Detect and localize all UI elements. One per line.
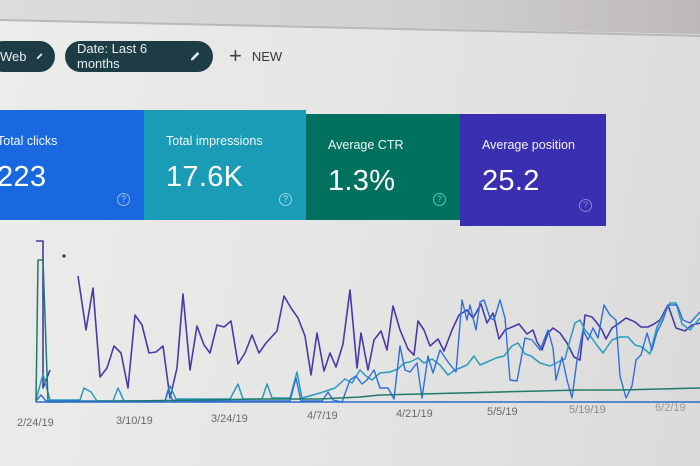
x-tick: 3/10/19 (116, 415, 153, 427)
date-range-chip[interactable]: Date: Last 6 months (65, 40, 213, 72)
new-filter-button[interactable]: + NEW (229, 45, 282, 67)
x-tick: 6/2/19 (655, 402, 686, 414)
plus-icon: + (229, 43, 242, 68)
metric-card-average-ctr[interactable]: Average CTR 1.3% ? (306, 114, 460, 220)
metric-label: Total clicks (0, 134, 58, 148)
metric-card-average-position[interactable]: Average position 25.2 ? (460, 114, 606, 226)
filter-bar: Web Date: Last 6 months + NEW (0, 38, 700, 74)
metric-value: 25.2 (482, 165, 540, 197)
metric-cards: Total clicks 223 ? Total impressions 17.… (0, 110, 700, 226)
x-tick: 4/7/19 (307, 410, 338, 422)
help-icon[interactable]: ? (279, 193, 292, 206)
metric-label: Average position (482, 138, 575, 152)
search-type-chip[interactable]: Web (0, 40, 55, 72)
series-total-impressions (35, 302, 700, 402)
x-tick: 5/19/19 (569, 404, 606, 416)
x-tick: 3/24/19 (211, 413, 248, 425)
chart-marker-dot (62, 254, 66, 258)
metric-value: 1.3% (328, 165, 396, 197)
search-type-label: Web (0, 48, 27, 64)
date-range-label: Date: Last 6 months (77, 41, 148, 71)
series-average-ctr (35, 259, 700, 403)
series-average-position-main (77, 275, 700, 399)
metric-card-total-clicks[interactable]: Total clicks 223 ? (0, 110, 144, 220)
new-filter-label: NEW (251, 48, 283, 64)
metric-value: 17.6K (166, 161, 244, 193)
help-icon[interactable]: ? (117, 193, 130, 206)
metric-card-total-impressions[interactable]: Total impressions 17.6K ? (144, 110, 306, 220)
metric-value: 223 (0, 161, 47, 193)
help-icon[interactable]: ? (579, 199, 592, 212)
pencil-icon[interactable] (36, 50, 44, 62)
metric-label: Average CTR (328, 138, 404, 152)
x-tick: 2/24/19 (17, 417, 54, 429)
performance-chart[interactable] (0, 232, 700, 407)
x-tick: 4/21/19 (396, 408, 433, 420)
metric-label: Total impressions (166, 134, 263, 148)
x-axis-labels: 2/24/19 3/10/19 3/24/19 4/7/19 4/21/19 5… (0, 402, 700, 432)
x-tick: 5/5/19 (487, 406, 518, 418)
help-icon[interactable]: ? (433, 193, 446, 206)
pencil-icon[interactable] (190, 50, 201, 62)
